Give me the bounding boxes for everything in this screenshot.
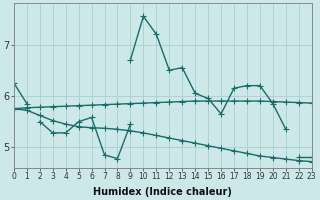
X-axis label: Humidex (Indice chaleur): Humidex (Indice chaleur) <box>93 187 232 197</box>
